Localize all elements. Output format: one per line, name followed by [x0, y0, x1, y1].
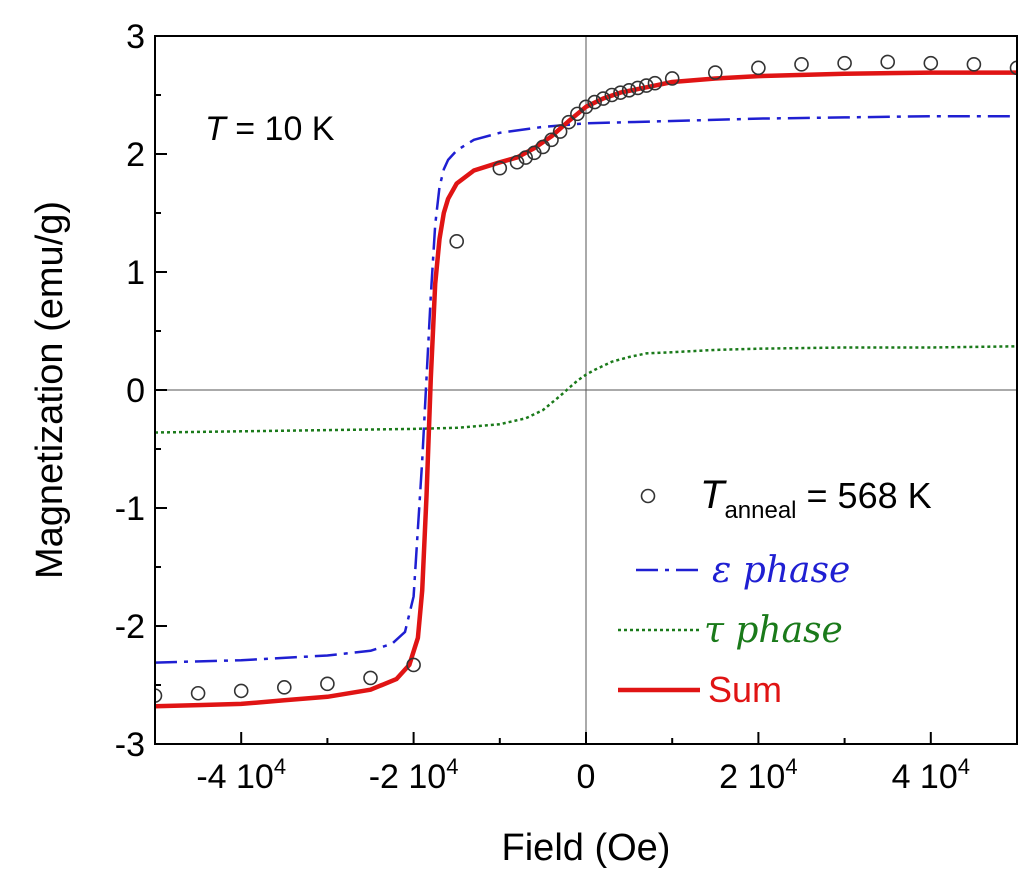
legend-label-data: Tanneal = 568 K — [700, 473, 932, 524]
x-tick-label: 4 104 — [892, 754, 970, 796]
data-point-marker — [155, 688, 163, 703]
data-point-marker — [587, 94, 602, 110]
y-tick-label: 0 — [126, 372, 145, 410]
y-tick-label: 1 — [126, 254, 145, 292]
temperature-annotation: T = 10 K — [205, 110, 335, 148]
series-line-sum — [155, 70, 1017, 709]
data-point-marker — [751, 60, 766, 76]
data-point-marker — [276, 680, 292, 695]
x-axis-title: Field (Oe) — [502, 827, 671, 869]
legend-tau-greek: τ — [704, 610, 725, 651]
legend: Tanneal = 568 K ε phase τ phase Sum — [618, 473, 932, 710]
data-point-marker — [595, 91, 611, 106]
data-point-marker — [1009, 60, 1017, 76]
annotation-symbol: T — [205, 110, 228, 148]
data-point-marker — [604, 87, 620, 103]
data-point-marker — [647, 75, 663, 91]
y-tick-label: -1 — [115, 490, 145, 528]
y-tick-label: -3 — [115, 726, 145, 764]
legend-data-sub: anneal — [724, 497, 796, 524]
x-axis: -4 104 -2 104 0 2 104 4 104 — [196, 732, 970, 796]
annotation-text: = 10 K — [226, 110, 335, 148]
data-point-marker — [320, 676, 335, 692]
data-point-marker — [794, 57, 809, 72]
data-point-marker — [880, 54, 896, 70]
x-tick-label: -2 104 — [369, 754, 459, 796]
data-point-marker — [363, 670, 378, 686]
legend-label-tau: τ phase — [704, 610, 843, 651]
legend-tau-rest: phase — [724, 610, 843, 651]
data-point-marker — [233, 683, 249, 699]
data-point-marker — [966, 57, 982, 72]
data-point-marker — [639, 78, 654, 93]
legend-epsilon-rest: phase — [731, 550, 850, 591]
y-tick-label: 2 — [126, 136, 145, 174]
data-point-marker — [492, 160, 508, 176]
data-point-marker — [707, 65, 723, 80]
legend-label-sum: Sum — [708, 669, 782, 710]
data-point-marker — [509, 154, 525, 170]
data-point-marker — [630, 80, 646, 96]
data-point-marker — [837, 55, 852, 71]
data-point-marker — [544, 132, 559, 148]
y-axis-title: Magnetization (emu/g) — [29, 201, 71, 579]
data-point-marker — [518, 150, 533, 165]
data-point-marker — [570, 106, 585, 122]
zero-lines — [155, 36, 1017, 744]
data-point-marker — [664, 71, 680, 86]
x-tick-label: 0 — [577, 758, 596, 796]
data-point-marker — [190, 685, 206, 701]
legend-data-symbol: T — [700, 473, 727, 517]
data-point-marker — [552, 124, 568, 139]
data-point-marker — [613, 85, 628, 100]
data-point-marker — [923, 55, 939, 71]
data-point-marker — [449, 234, 465, 249]
series-layer — [155, 54, 1017, 709]
legend-marker-data — [640, 488, 656, 504]
legend-label-epsilon: ε phase — [712, 550, 850, 591]
y-tick-label: -2 — [115, 608, 145, 646]
y-tick-label: 3 — [126, 18, 145, 56]
series-line-epsilon — [155, 114, 1017, 664]
y-axis: 3 2 1 0 -1 -2 -3 — [115, 18, 167, 764]
legend-data-rest: = 568 K — [797, 475, 932, 516]
x-tick-label: 2 104 — [719, 754, 797, 796]
data-point-marker — [561, 114, 577, 130]
x-tick-label: -4 104 — [196, 754, 286, 796]
data-point-marker — [535, 139, 551, 155]
data-point-marker — [621, 82, 637, 98]
data-point-marker — [578, 99, 594, 115]
data-point-marker — [406, 657, 421, 673]
legend-epsilon-greek: ε — [712, 550, 731, 591]
